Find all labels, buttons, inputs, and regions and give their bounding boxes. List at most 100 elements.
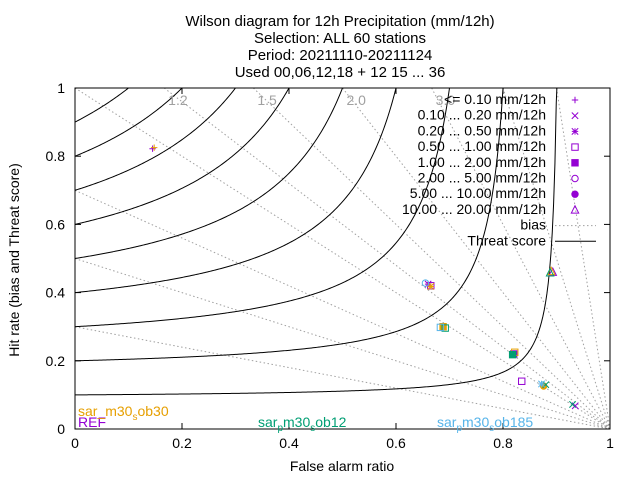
- x-tick-label: 0.8: [493, 435, 513, 451]
- legend-threat-label: Threat score: [467, 232, 546, 248]
- marker-cross: [571, 112, 579, 120]
- legend-marker: [571, 159, 579, 167]
- marker-open-circle: [571, 174, 579, 183]
- label-sub: p: [456, 423, 462, 434]
- data-point: [508, 350, 517, 359]
- threat-curve: [75, 88, 397, 294]
- label-sub: s: [132, 412, 137, 423]
- x-tick-label: 0.6: [386, 435, 406, 451]
- experiment-label: REF: [78, 414, 106, 430]
- marker-open-square: [436, 323, 445, 332]
- y-tick-label: 0.4: [46, 285, 66, 301]
- marker-filled-square: [571, 159, 579, 167]
- legend-marker: [571, 190, 579, 198]
- label-sub: p: [277, 423, 283, 434]
- legend-marker: [571, 174, 579, 183]
- legend-marker: [571, 112, 579, 120]
- data-point: [568, 400, 577, 409]
- marker-filled-circle: [571, 190, 579, 198]
- marker-star: [537, 380, 546, 388]
- bias-line: [163, 88, 610, 429]
- data-point: [441, 324, 449, 332]
- bias-line: [431, 88, 610, 429]
- legend-marker: [571, 96, 579, 104]
- data-point: [537, 380, 546, 388]
- data-point: [545, 267, 555, 277]
- marker-open-square: [571, 143, 579, 151]
- bias-value-label: 1.5: [257, 92, 277, 108]
- y-tick-label: 0.6: [46, 216, 66, 232]
- bias-value-label: 3.0: [436, 92, 456, 108]
- y-tick-label: 0: [57, 421, 65, 437]
- legend-marker: [571, 143, 579, 151]
- label-sub: s: [310, 423, 315, 434]
- marker-open-circle: [421, 279, 430, 287]
- marker-open-triangle: [570, 204, 580, 214]
- legend-label: 0.10 ... 0.20 mm/12h: [418, 107, 546, 123]
- x-tick-label: 1: [606, 435, 614, 451]
- threat-curve: [75, 88, 558, 396]
- threat-curve: [75, 88, 237, 191]
- label-part: sar_m30: [78, 403, 133, 419]
- label-part: ob12: [315, 414, 346, 430]
- threat-curve: [75, 88, 344, 259]
- legend-label: 2.00 ... 5.00 mm/12h: [418, 170, 546, 186]
- marker-plus: [571, 96, 579, 104]
- x-tick-label: 0.2: [172, 435, 192, 451]
- legend-label: 1.00 ... 2.00 mm/12h: [418, 154, 546, 170]
- chart-title-line-3: Period: 20211110-20211124: [248, 47, 433, 64]
- label-part: sar: [437, 414, 457, 430]
- marker-plus: [149, 145, 156, 152]
- y-tick-label: 0.8: [46, 148, 66, 164]
- legend-label: 0.20 ... 0.50 mm/12h: [418, 122, 546, 138]
- marker-open-square: [441, 324, 449, 332]
- y-tick-label: 0.2: [46, 353, 66, 369]
- data-point: [436, 323, 445, 332]
- bias-line: [75, 189, 610, 429]
- marker-open-triangle: [548, 266, 558, 276]
- experiment-label: sar_m30sob30: [78, 403, 169, 423]
- data-point: [150, 144, 158, 151]
- label-part: sar: [258, 414, 278, 430]
- threat-curve: [75, 88, 504, 362]
- legend-label: <= 0.10 mm/12h: [444, 91, 546, 107]
- data-points: [149, 144, 579, 410]
- marker-open-triangle: [545, 267, 555, 277]
- marker-plus: [150, 144, 158, 151]
- y-axis-label: Hit rate (bias and Threat score): [6, 163, 22, 357]
- bias-line: [75, 326, 610, 429]
- plot-frame: [74, 87, 611, 430]
- bias-value-label: 1.2: [168, 92, 188, 108]
- chart-title-line-2: Selection: ALL 60 stations: [254, 30, 426, 47]
- x-tick-label: 0.4: [279, 435, 299, 451]
- threat-curve: [75, 88, 130, 123]
- marker-open-square: [518, 377, 526, 385]
- legend-label: 5.00 ... 10.00 mm/12h: [410, 185, 546, 201]
- data-point: [149, 145, 156, 152]
- chart-title-line-1: Wilson diagram for 12h Precipitation (mm…: [185, 13, 494, 30]
- guide-lines: [75, 88, 610, 429]
- threat-curve: [75, 88, 450, 328]
- marker-filled-square: [439, 323, 447, 331]
- bias-labels: 1.2 1.5 2.0 3.0: [168, 92, 455, 108]
- axis-ticks: 0 0.2 0.4 0.6 0.8 1 0 0.2 0.4 0.6 0.8 1: [46, 80, 615, 451]
- bias-value-label: 2.0: [347, 92, 367, 108]
- legend-label: 10.00 ... 20.00 mm/12h: [402, 201, 546, 217]
- data-point: [439, 323, 447, 331]
- threat-curve: [75, 88, 290, 225]
- marker-star: [571, 127, 579, 135]
- bias-line: [556, 88, 610, 429]
- y-tick-label: 1: [57, 80, 65, 96]
- legend-marker: [570, 204, 580, 214]
- label-part: m30: [283, 414, 310, 430]
- chart-title-line-4: Used 00,06,12,18 + 12 15 ... 36: [235, 64, 446, 81]
- data-point: [548, 266, 558, 276]
- marker-cross: [568, 400, 577, 409]
- label-part: m30: [462, 414, 489, 430]
- legend-marker: [571, 127, 579, 135]
- legend-bias-label: bias: [520, 217, 546, 233]
- threat-curve: [75, 88, 183, 157]
